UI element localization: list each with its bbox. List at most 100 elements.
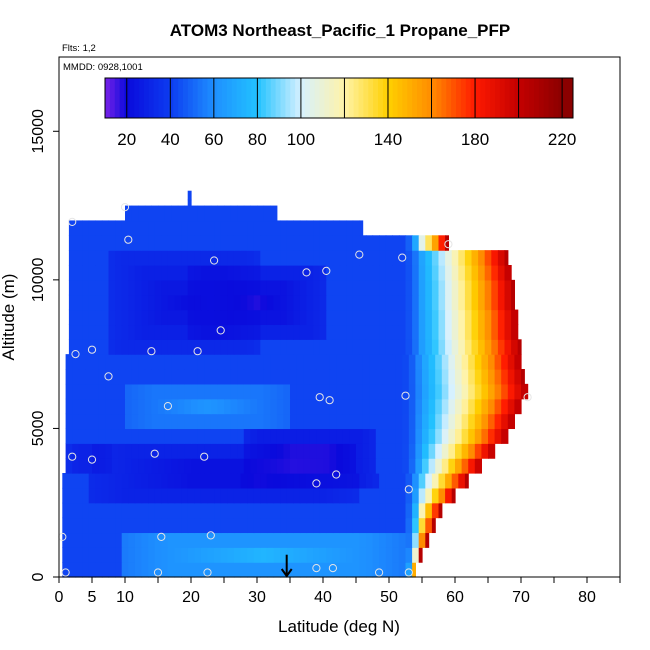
heatmap-cell <box>313 235 321 251</box>
heatmap-cell <box>306 339 314 355</box>
heatmap-cell <box>276 354 284 370</box>
colorbar-segment <box>314 78 321 118</box>
colorbar-segment <box>290 78 296 118</box>
heatmap-cell <box>306 473 314 489</box>
heatmap-cell <box>448 383 456 400</box>
heatmap-cell <box>313 279 321 296</box>
heatmap-cell <box>197 443 205 459</box>
heatmap-cell <box>108 532 116 548</box>
heatmap-cell <box>517 339 522 355</box>
heatmap-cell <box>352 532 360 548</box>
heatmap-cell <box>319 517 327 534</box>
colorbar-segment <box>187 78 194 118</box>
heatmap-cell <box>276 428 284 444</box>
colorbar-segment <box>460 78 467 118</box>
heatmap-cell <box>422 458 430 474</box>
heatmap-cell <box>92 369 100 385</box>
heatmap-cell <box>154 324 162 340</box>
heatmap-cell <box>167 487 176 504</box>
heatmap-cell <box>263 354 271 370</box>
sample-point <box>147 347 156 356</box>
heatmap-cell <box>85 458 93 474</box>
heatmap-cell <box>233 547 242 563</box>
heatmap-cell <box>425 532 430 548</box>
heatmap-cell <box>270 383 278 400</box>
heatmap-cell <box>346 339 354 355</box>
heatmap-cell <box>306 562 314 578</box>
heatmap-cell <box>111 354 119 370</box>
heatmap-cell <box>220 265 228 281</box>
heatmap-cell <box>177 428 185 444</box>
heatmap-cell <box>293 487 301 504</box>
heatmap-cell <box>214 339 222 355</box>
heatmap-cell <box>197 205 205 222</box>
sample-point <box>375 568 384 577</box>
sample-point <box>61 568 70 577</box>
colorbar-segment <box>363 78 369 118</box>
plot-frame <box>58 56 621 578</box>
heatmap-cell <box>412 294 420 311</box>
heatmap-cell <box>105 413 113 430</box>
heatmap-cell <box>441 383 449 400</box>
heatmap-cell <box>68 324 77 340</box>
heatmap-cell <box>243 369 251 385</box>
heatmap-cell <box>144 443 152 459</box>
heatmap-cell <box>299 309 308 326</box>
heatmap-cell <box>346 324 354 340</box>
heatmap-cell <box>293 265 301 281</box>
heatmap-cell <box>408 383 416 400</box>
heatmap-cell <box>108 487 116 504</box>
heatmap-cell <box>260 547 268 563</box>
heatmap-cell <box>164 205 172 222</box>
heatmap-cell <box>207 279 215 296</box>
heatmap-cell <box>197 383 205 400</box>
heatmap-cell <box>207 265 215 281</box>
heatmap-cell <box>352 250 360 266</box>
heatmap-cell <box>62 517 70 534</box>
heatmap-cell <box>167 265 176 281</box>
sample-point <box>325 396 334 405</box>
heatmap-cell <box>408 413 416 430</box>
heatmap-cell <box>438 250 446 266</box>
colorbar-segment <box>417 78 423 118</box>
heatmap-cell <box>247 235 255 251</box>
heatmap-cell <box>441 398 449 415</box>
heatmap-cell <box>237 413 245 430</box>
heatmap-cell <box>299 473 308 489</box>
heatmap-cell <box>405 532 413 548</box>
heatmap-cell <box>98 443 106 459</box>
colorbar-segment <box>353 78 360 118</box>
heatmap-cell <box>101 562 110 578</box>
heatmap-cell <box>283 398 291 415</box>
heatmap-cell <box>313 324 321 340</box>
heatmap-cell <box>197 428 205 444</box>
heatmap-cell <box>356 428 364 444</box>
heatmap-cell <box>412 487 420 504</box>
heatmap-cell <box>501 428 509 444</box>
heatmap-cell <box>121 220 129 236</box>
heatmap-cell <box>260 487 268 504</box>
heatmap-cell <box>247 502 255 519</box>
heatmap-cell <box>200 487 209 504</box>
heatmap-cell <box>78 398 86 415</box>
heatmap-cell <box>323 383 331 400</box>
heatmap-cell <box>474 458 482 474</box>
heatmap-cell <box>415 383 423 400</box>
heatmap-cell <box>237 383 245 400</box>
heatmap-cell <box>227 517 235 534</box>
colorbar-segment <box>348 78 355 118</box>
heatmap-cell <box>372 324 380 340</box>
colorbar-tick-label: 60 <box>204 130 223 149</box>
colorbar-segment <box>490 78 496 118</box>
heatmap-cell <box>207 294 215 311</box>
heatmap-cell <box>187 473 195 489</box>
heatmap-cell <box>194 294 202 311</box>
heatmap-cell <box>194 532 202 548</box>
heatmap-cell <box>214 294 222 311</box>
y-tick-label: 5000 <box>30 411 47 447</box>
heatmap-cell <box>299 487 308 504</box>
heatmap-cell <box>402 458 410 474</box>
heatmap-cell <box>230 428 238 444</box>
heatmap-cell <box>464 265 473 281</box>
heatmap-cell <box>438 473 446 489</box>
